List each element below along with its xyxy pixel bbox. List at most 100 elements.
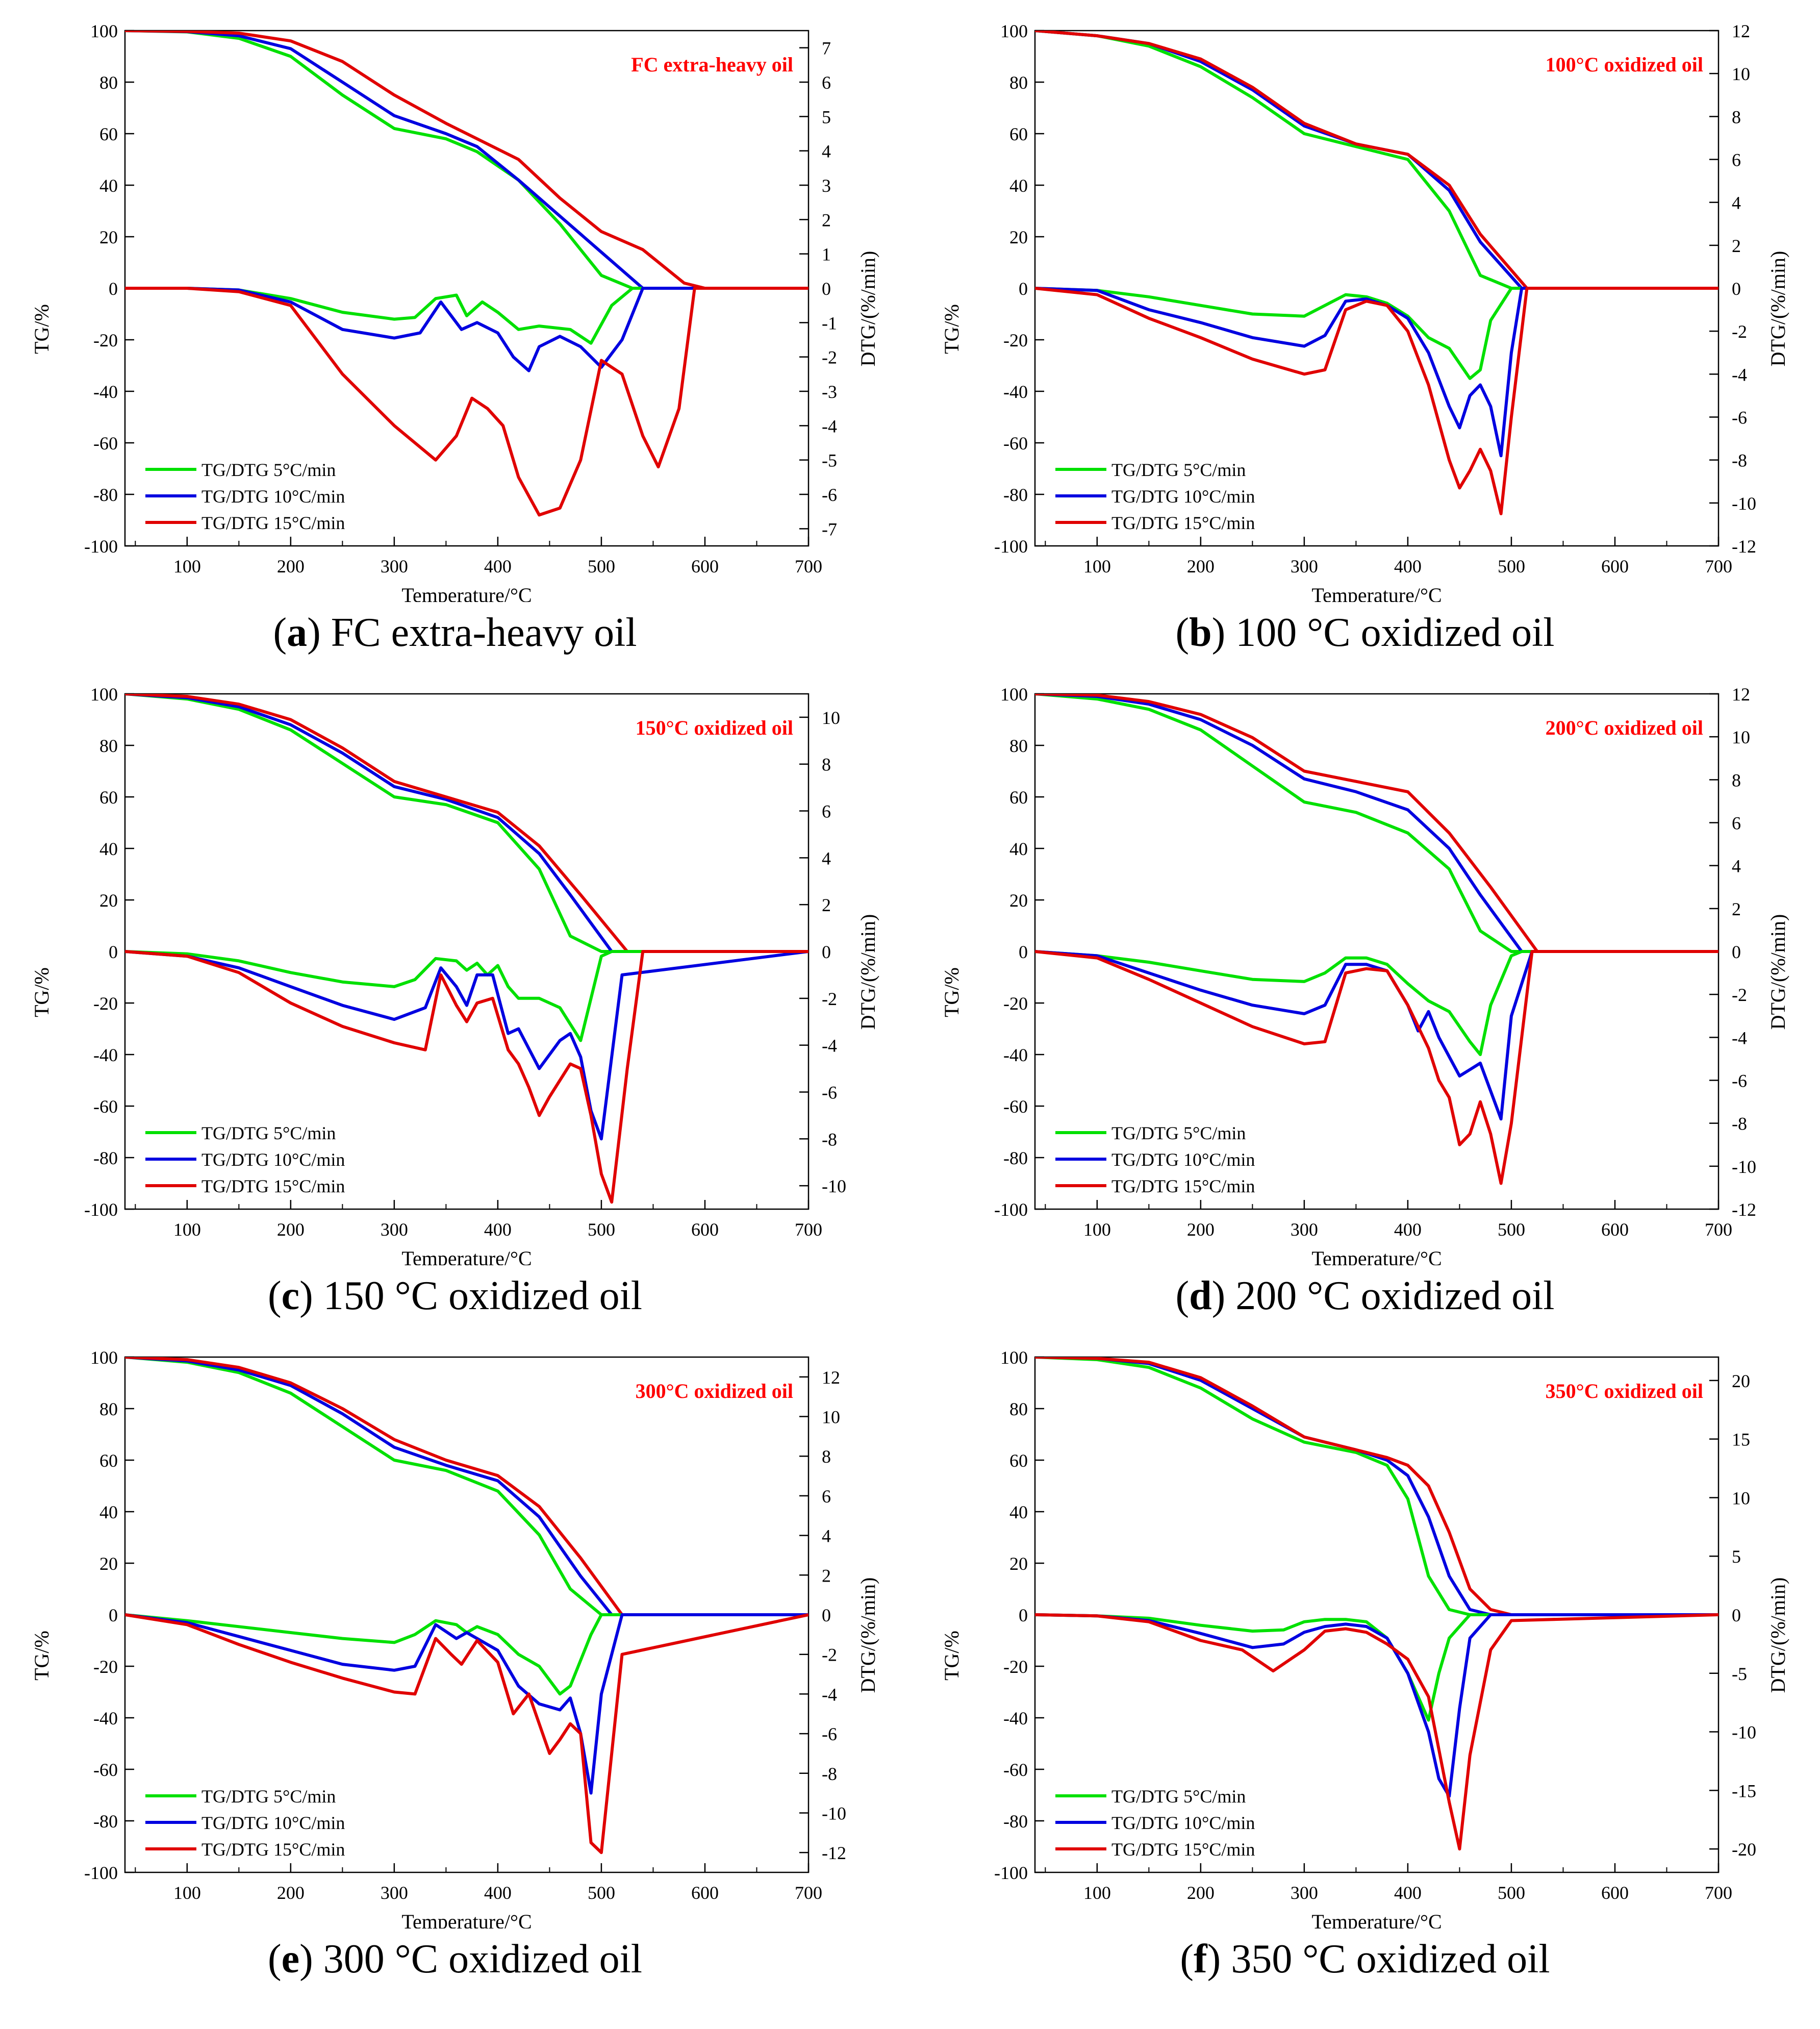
panel-caption-text: ) 150 °C oxidized oil	[299, 1273, 643, 1318]
y-left-tick-label: 60	[1009, 1450, 1028, 1471]
y-left-tick-label: 0	[1019, 942, 1028, 962]
y-right-tick-label: 4	[822, 848, 831, 868]
y-right-tick-label: 12	[1732, 21, 1750, 41]
dtg-line-1	[1035, 1613, 1718, 1722]
y-left-tick-label: 40	[1009, 1502, 1028, 1522]
tg-line-2	[125, 694, 808, 953]
x-tick-label: 300	[381, 556, 408, 577]
panel-title: FC extra-heavy oil	[631, 53, 793, 76]
y-left-tick-label: 20	[99, 227, 118, 247]
y-left-tick-label: 20	[1009, 1554, 1028, 1574]
y-right-tick-label: -10	[1732, 493, 1756, 514]
y-right-tick-label: 6	[822, 1486, 831, 1507]
x-tick-label: 400	[484, 1883, 512, 1903]
y-right-tick-label: -12	[1732, 536, 1756, 557]
y-left-tick-label: 100	[90, 684, 118, 705]
y-right-tick-label: 15	[1732, 1430, 1750, 1450]
legend-label: TG/DTG 15°C/min	[201, 1839, 345, 1860]
tg-line-2	[125, 31, 664, 290]
y-left-tick-label: -80	[1003, 1148, 1028, 1168]
x-tick-label: 600	[691, 556, 719, 577]
chart-c: 100 200 300 400 500 600 700-100-80-60-40-20020…	[30, 684, 879, 1265]
chart-e: 100 200 300 400 500 600 700-100-80-60-40-20020…	[30, 1347, 879, 1928]
y-left-tick-label: -20	[1003, 330, 1028, 350]
legend-label: TG/DTG 10°C/min	[201, 1149, 345, 1170]
y-right-tick-label: 6	[822, 801, 831, 822]
tg-line-3	[1035, 31, 1718, 290]
y-right-tick-label: 20	[1732, 1371, 1750, 1391]
y-right-tick-label: 5	[822, 107, 831, 127]
y-right-tick-label: 10	[822, 708, 840, 728]
y-right-tick-label: -5	[1732, 1664, 1747, 1684]
y-right-tick-label: 3	[822, 176, 831, 196]
y-right-tick-label: -10	[822, 1803, 846, 1823]
x-tick-label: 200	[1187, 556, 1215, 577]
x-tick-label: 400	[484, 556, 512, 577]
legend-label: TG/DTG 10°C/min	[1111, 1813, 1255, 1833]
y-left-tick-label: -40	[93, 1045, 118, 1065]
y-right-axis-label: DTG/(%/min)	[1766, 1577, 1789, 1693]
y-right-tick-label: -3	[822, 382, 837, 402]
x-tick-label: 400	[484, 1219, 512, 1240]
y-right-tick-label: 10	[1732, 64, 1750, 84]
legend-label: TG/DTG 10°C/min	[1111, 486, 1255, 507]
panel-title: 100°C oxidized oil	[1546, 53, 1703, 76]
x-tick-label: 300	[381, 1219, 408, 1240]
y-right-tick-label: 7	[822, 38, 831, 59]
x-tick-label: 300	[381, 1883, 408, 1903]
y-right-tick-label: -8	[1732, 450, 1747, 471]
y-left-tick-label: -100	[84, 1863, 118, 1883]
tg-line-1	[125, 694, 808, 953]
y-left-tick-label: 60	[1009, 787, 1028, 808]
y-left-tick-label: -40	[93, 1708, 118, 1729]
panel-title: 300°C oxidized oil	[636, 1380, 793, 1402]
y-left-tick-label: 0	[109, 279, 118, 299]
series-group	[125, 31, 808, 517]
legend-label: TG/DTG 5°C/min	[1111, 1123, 1246, 1143]
x-tick-label: 500	[588, 556, 615, 577]
y-left-tick-label: 60	[99, 787, 118, 808]
chart-f: 100 200 300 400 500 600 700-100-80-60-40-20020…	[940, 1347, 1789, 1928]
y-left-tick-label: -40	[1003, 1708, 1028, 1729]
y-right-tick-label: -4	[822, 416, 837, 436]
y-left-tick-label: 20	[1009, 890, 1028, 911]
y-right-tick-label: -5	[822, 450, 837, 471]
y-left-tick-label: 20	[1009, 227, 1028, 247]
x-tick-label: 400	[1394, 1883, 1422, 1903]
y-left-tick-label: 0	[109, 942, 118, 962]
tg-line-1	[125, 31, 633, 290]
y-left-tick-label: 0	[1019, 1605, 1028, 1625]
y-right-tick-label: 8	[822, 755, 831, 775]
x-axis-label: Temperature/°C	[1311, 584, 1442, 602]
dtg-line-2	[125, 950, 808, 1141]
y-left-tick-label: -80	[93, 485, 118, 505]
y-left-axis-label: TG/%	[940, 967, 963, 1017]
legend-label: TG/DTG 5°C/min	[201, 460, 336, 480]
y-left-tick-label: 40	[99, 1502, 118, 1522]
y-left-axis-label: TG/%	[30, 967, 53, 1017]
panel-d: 100 200 300 400 500 600 700 -100 -80 -60 -40 -20 0 20…	[910, 663, 1820, 1326]
y-right-tick-label: 8	[1732, 770, 1741, 790]
y-right-axis-label: DTG/(%/min)	[856, 1577, 879, 1693]
y-left-axis-label: TG/%	[940, 1631, 963, 1681]
x-tick-label: 700	[795, 1883, 822, 1903]
y-left-axis-label: TG/%	[940, 304, 963, 354]
y-left-tick-label: -20	[93, 330, 118, 350]
panel-e: 100 200 300 400 500 600 700 -100 -80 -60 -40 -20 0 20…	[0, 1326, 910, 1990]
tg-line-2	[1035, 694, 1718, 953]
y-right-tick-label: -15	[1732, 1781, 1756, 1801]
x-tick-label: 200	[1187, 1219, 1215, 1240]
panel-letter: e	[281, 1937, 300, 1982]
y-right-tick-label: -8	[822, 1129, 837, 1149]
y-right-tick-label: 2	[822, 1565, 831, 1586]
legend-label: TG/DTG 5°C/min	[201, 1786, 336, 1807]
legend-label: TG/DTG 5°C/min	[1111, 460, 1246, 480]
tg-line-1	[1035, 31, 1718, 290]
y-left-tick-label: 100	[1000, 1347, 1028, 1368]
y-left-tick-label: -60	[1003, 433, 1028, 454]
y-left-tick-label: -100	[994, 1199, 1028, 1220]
y-right-tick-label: 0	[822, 942, 831, 962]
y-left-tick-label: 60	[99, 1450, 118, 1471]
y-left-tick-label: 100	[1000, 21, 1028, 41]
y-right-tick-label: 4	[1732, 193, 1741, 213]
